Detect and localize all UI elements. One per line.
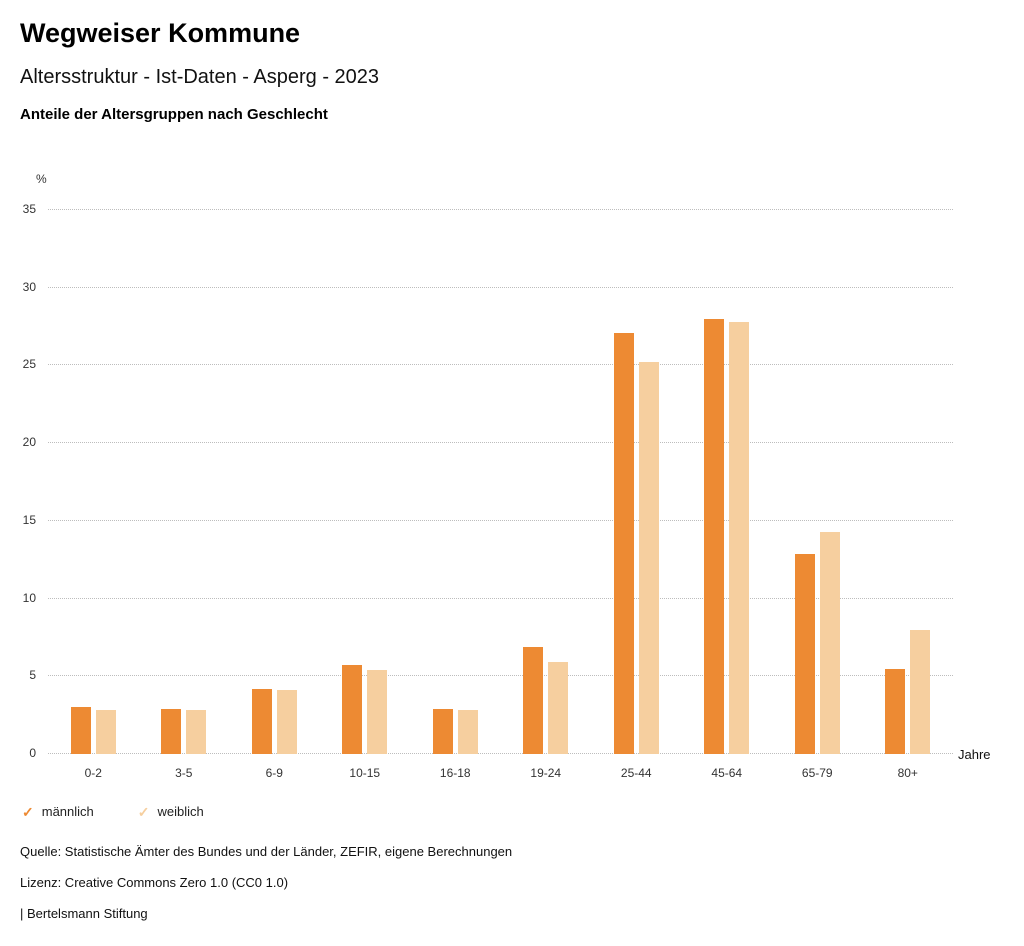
y-tick-label: 20: [22, 435, 36, 450]
chart-heading: Anteile der Altersgruppen nach Geschlech…: [20, 106, 328, 123]
x-tick-label: 6-9: [265, 766, 283, 780]
bar-männlich-19-24[interactable]: [523, 646, 544, 754]
x-tick-label: 0-2: [84, 766, 102, 780]
legend-item-maennlich[interactable]: ✓ männlich: [22, 804, 94, 819]
bar-weiblich-10-15[interactable]: [367, 670, 388, 754]
legend-label-weiblich: weiblich: [157, 804, 204, 819]
gridline: [48, 519, 953, 521]
y-axis: 0 5 10 15 20 25 30 35: [0, 202, 36, 760]
bar-weiblich-16-18[interactable]: [457, 710, 478, 754]
x-tick-label: 45-64: [711, 766, 743, 780]
legend-item-weiblich[interactable]: ✓ weiblich: [138, 804, 204, 819]
bar-männlich-80+[interactable]: [885, 668, 906, 754]
y-tick-label: 35: [22, 202, 36, 216]
bar-weiblich-25-44[interactable]: [638, 362, 659, 754]
y-tick-label: 15: [22, 512, 36, 527]
bar-group-3-5: [139, 708, 230, 754]
y-tick-label: 25: [22, 357, 36, 372]
x-tick-label: 25-44: [620, 766, 652, 780]
x-tick-label: 16-18: [439, 766, 471, 780]
bar-group-65-79: [772, 531, 863, 754]
bar-männlich-65-79[interactable]: [794, 553, 815, 754]
legend: ✓ männlich ✓ weiblich: [22, 804, 204, 819]
check-icon: ✓: [137, 803, 150, 820]
x-tick-label: 19-24: [530, 766, 562, 780]
gridline: [48, 597, 953, 599]
bar-weiblich-3-5[interactable]: [186, 710, 207, 754]
bar-weiblich-65-79[interactable]: [819, 531, 840, 754]
check-icon: ✓: [22, 803, 34, 820]
plot-area: [48, 209, 953, 754]
x-tick-label: 10-15: [349, 766, 381, 780]
gridline: [48, 209, 953, 210]
y-tick-label: 0: [29, 746, 36, 760]
bar-group-25-44: [591, 332, 682, 754]
bar-weiblich-45-64[interactable]: [729, 321, 750, 754]
bar-groups: [48, 210, 953, 754]
x-axis: 0-2 3-5 6-9 10-15 16-18 19-24 25-44 45-64 65-79 8…: [48, 766, 953, 780]
x-axis-unit-label: Jahre: [958, 747, 991, 762]
bar-männlich-0-2[interactable]: [70, 707, 91, 754]
bar-group-0-2: [48, 707, 139, 754]
bar-weiblich-0-2[interactable]: [95, 710, 116, 754]
gridline: [48, 364, 953, 366]
legend-label-maennlich: männlich: [41, 804, 94, 819]
chart-subtitle: Altersstruktur - Ist-Daten - Asperg - 20…: [20, 66, 380, 88]
y-tick-label: 10: [22, 590, 36, 605]
bar-group-45-64: [682, 318, 773, 754]
footer-brand: | Bertelsmann Stiftung: [20, 906, 148, 921]
bar-weiblich-6-9[interactable]: [276, 690, 297, 754]
bar-männlich-6-9[interactable]: [251, 688, 272, 754]
footer-license: Lizenz: Creative Commons Zero 1.0 (CC0 1…: [20, 875, 289, 890]
bar-weiblich-80+[interactable]: [910, 629, 931, 754]
x-tick-label: 80+: [897, 766, 918, 780]
x-tick-label: 65-79: [801, 766, 833, 780]
bar-group-19-24: [501, 646, 592, 754]
y-axis-unit-label: %: [36, 172, 47, 186]
bar-group-80+: [863, 629, 954, 754]
bar-männlich-25-44[interactable]: [613, 332, 634, 754]
bar-weiblich-19-24[interactable]: [548, 662, 569, 754]
gridline: [48, 675, 953, 677]
bar-männlich-45-64[interactable]: [704, 318, 725, 754]
gridline: [48, 286, 953, 288]
gridline: [48, 753, 953, 754]
bar-männlich-16-18[interactable]: [432, 708, 453, 754]
page-title: Wegweiser Kommune: [20, 18, 301, 48]
y-tick-label: 5: [29, 668, 36, 683]
bar-group-10-15: [320, 665, 411, 754]
x-tick-label: 3-5: [175, 766, 193, 780]
gridline: [48, 442, 953, 444]
footer-source: Quelle: Statistische Ämter des Bundes un…: [20, 844, 513, 859]
bar-männlich-10-15[interactable]: [342, 665, 363, 754]
bar-männlich-3-5[interactable]: [161, 708, 182, 754]
bar-group-6-9: [229, 688, 320, 754]
bar-group-16-18: [410, 708, 501, 754]
y-tick-label: 30: [22, 279, 36, 294]
